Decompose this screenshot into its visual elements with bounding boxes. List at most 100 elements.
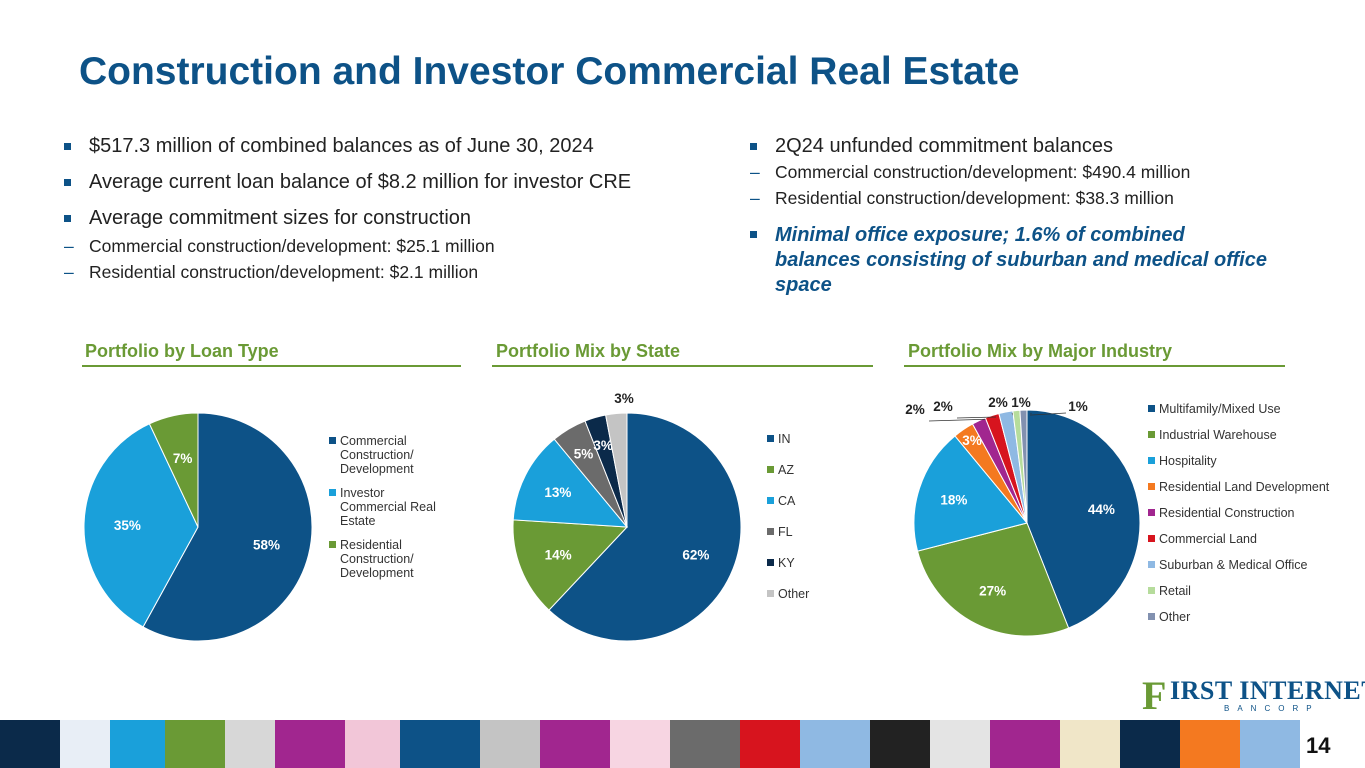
legend-item: Industrial Warehouse (1148, 428, 1358, 442)
pie-data-label: 3% (614, 391, 634, 406)
bullet-unfunded-commitments: 2Q24 unfunded commitment balances Commer… (748, 135, 1308, 209)
legend-swatch (767, 497, 774, 504)
legend-item: Other (767, 587, 857, 601)
legend-swatch (329, 437, 336, 444)
logo-wordmark: IRST INTERNET (1170, 676, 1365, 705)
legend-swatch (767, 435, 774, 442)
legend-swatch (1148, 535, 1155, 542)
label-leader-line (956, 416, 997, 419)
legend-label: AZ (778, 463, 794, 477)
company-logo: F IRST INTERNET BANCORP (1142, 672, 1365, 718)
pie-slice (83, 423, 199, 628)
bullet-average-loan-balance: Average current loan balance of $8.2 mil… (62, 171, 722, 194)
legend-label: Hospitality (1159, 454, 1217, 468)
legend-state: IN AZ CA FL KY Other (767, 432, 857, 618)
sub-bullet-residential: Residential construction/development: $2… (62, 262, 722, 283)
pie-slice (913, 435, 1028, 552)
pie-data-label: 1% (1011, 395, 1031, 410)
legend-label: IN (778, 432, 791, 446)
sub-bullet-unfunded-residential: Residential construction/development: $3… (748, 188, 1308, 209)
legend-label: Retail (1159, 584, 1191, 598)
legend-label: KY (778, 556, 795, 570)
legend-label: Multifamily/Mixed Use (1159, 402, 1281, 416)
sub-bullet-unfunded-commercial: Commercial construction/development: $49… (748, 162, 1308, 183)
chart-title-industry: Portfolio Mix by Major Industry (908, 341, 1173, 361)
pie-data-label: 35% (114, 518, 141, 533)
legend-label: Suburban & Medical Office (1159, 558, 1308, 572)
legend-label: Residential Construction/ Development (340, 538, 414, 580)
legend-item: Hospitality (1148, 454, 1358, 468)
bullet-combined-balances: $517.3 million of combined balances as o… (62, 135, 722, 158)
right-bullet-list: 2Q24 unfunded commitment balances Commer… (748, 135, 1308, 311)
legend-swatch (767, 559, 774, 566)
legend-label: CA (778, 494, 796, 508)
legend-swatch (1148, 431, 1155, 438)
pie-slice (1019, 409, 1028, 524)
logo-initial: F (1142, 673, 1167, 718)
pie-data-label: 18% (940, 492, 967, 507)
pie-data-label: 2% (933, 399, 953, 414)
legend-label: Residential Land Development (1159, 480, 1330, 494)
legend-swatch (329, 541, 336, 548)
legend-item: Investor Commercial Real Estate (329, 486, 439, 528)
legend-item: Commercial Land (1148, 532, 1358, 546)
pie-slice (1026, 409, 1141, 629)
pie-data-label: 14% (545, 547, 572, 562)
pie-data-label: 2% (988, 395, 1008, 410)
sub-bullet-commercial: Commercial construction/development: $25… (62, 236, 722, 257)
legend-item: IN (767, 432, 857, 446)
chart-title-loan-type: Portfolio by Loan Type (85, 341, 279, 361)
legend-industry: Multifamily/Mixed Use Industrial Warehous… (1148, 402, 1358, 636)
chart-divider-state (492, 365, 873, 367)
legend-label: Other (1159, 610, 1191, 624)
legend-item: CA (767, 494, 857, 508)
logo-subtext: BANCORP (1224, 704, 1320, 713)
legend-item: Other (1148, 610, 1358, 624)
left-bullet-list: $517.3 million of combined balances as o… (62, 135, 722, 296)
legend-swatch (767, 590, 774, 597)
pie-slice (548, 412, 742, 642)
legend-label: Investor Commercial Real Estate (340, 486, 436, 528)
legend-label: Commercial Land (1159, 532, 1257, 546)
pie-data-label: 13% (544, 485, 571, 500)
decorative-footer-strip (0, 720, 1365, 768)
legend-swatch (1148, 561, 1155, 568)
legend-item: Suburban & Medical Office (1148, 558, 1358, 572)
legend-item: Residential Construction (1148, 506, 1358, 520)
bullet-commitment-sizes: Average commitment sizes for constructio… (62, 207, 722, 283)
bullet-office-exposure: Minimal office exposure; 1.6% of combine… (748, 223, 1275, 298)
pie-data-label: 62% (682, 547, 709, 562)
legend-label: Commercial Construction/ Development (340, 434, 414, 476)
legend-item: Residential Land Development (1148, 480, 1358, 494)
chart-divider-industry (904, 365, 1285, 367)
page-title: Construction and Investor Commercial Rea… (79, 50, 1020, 93)
pie-data-label: 27% (979, 583, 1006, 598)
pie-data-label: 7% (173, 451, 193, 466)
legend-item: Multifamily/Mixed Use (1148, 402, 1358, 416)
pie-data-label: 3% (962, 433, 982, 448)
page-number: 14 (1306, 733, 1331, 758)
legend-swatch (1148, 457, 1155, 464)
pie-data-label: 2% (905, 402, 925, 417)
label-leader-line (1031, 412, 1067, 416)
legend-item: Commercial Construction/ Development (329, 434, 439, 476)
pie-slice (512, 438, 629, 528)
legend-swatch (1148, 613, 1155, 620)
legend-label: Other (778, 587, 810, 601)
legend-loan-type: Commercial Construction/ Development Inve… (329, 434, 439, 590)
pie-slice (148, 412, 199, 528)
pie-data-label: 1% (1068, 399, 1088, 414)
pie-slice (605, 412, 628, 528)
chart-divider-loan-type (82, 365, 461, 367)
legend-swatch (1148, 587, 1155, 594)
pie-slice (916, 522, 1070, 637)
pie-data-label: 58% (253, 538, 280, 553)
legend-label: Residential Construction (1159, 506, 1295, 520)
legend-swatch (767, 466, 774, 473)
legend-swatch (1148, 483, 1155, 490)
legend-item: KY (767, 556, 857, 570)
legend-item: FL (767, 525, 857, 539)
